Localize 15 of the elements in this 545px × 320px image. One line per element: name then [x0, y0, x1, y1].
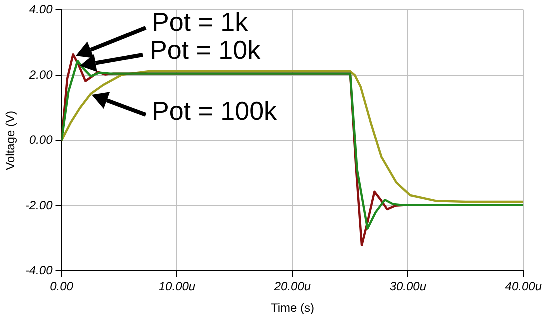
- x-tick-label: 30.00u: [390, 280, 427, 294]
- x-tick-label: 40.00u: [505, 280, 542, 294]
- y-tick-label: 0.00: [29, 133, 54, 148]
- annotation: Pot = 10k: [150, 35, 262, 66]
- x-tick-label: 20.00u: [273, 280, 312, 294]
- y-axis-title: Voltage (V): [4, 111, 18, 170]
- x-tick-label: 10.00u: [158, 280, 196, 294]
- x-tick-label: 0.00: [50, 280, 74, 294]
- x-axis-title: Time (s): [270, 301, 314, 316]
- y-tick-label: 4.00: [29, 2, 54, 17]
- y-tick-label: -4.00: [25, 264, 54, 278]
- y-tick-label: 2.00: [28, 68, 54, 82]
- annotation: Pot = 100k: [152, 96, 278, 126]
- y-tick-label: -2.00: [25, 198, 54, 212]
- annotation: Pot = 1k: [152, 7, 250, 38]
